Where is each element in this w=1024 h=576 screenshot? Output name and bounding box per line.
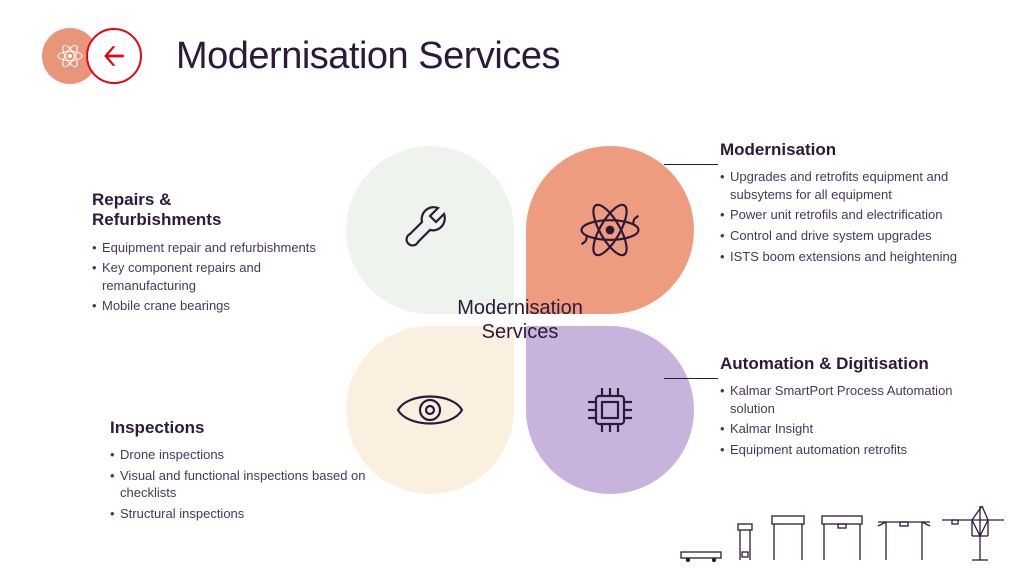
list-item: Key component repairs and remanufacturin… [92, 259, 352, 294]
list-item: Upgrades and retrofits equipment and sub… [720, 168, 990, 203]
block-modernisation-list: Upgrades and retrofits equipment and sub… [720, 168, 990, 265]
list-item: Visual and functional inspections based … [110, 467, 370, 502]
list-item: ISTS boom extensions and heightening [720, 248, 990, 266]
chip-icon [578, 378, 642, 442]
equipment-silhouettes [680, 506, 1004, 562]
page-header: Modernisation Services [42, 28, 560, 84]
list-item: Kalmar Insight [720, 420, 980, 438]
wrench-icon [398, 198, 462, 262]
block-automation-list: Kalmar SmartPort Process Automation solu… [720, 382, 980, 458]
block-inspections-list: Drone inspections Visual and functional … [110, 446, 370, 522]
petal-automation [526, 326, 694, 494]
eye-icon [394, 386, 466, 434]
page-title: Modernisation Services [176, 35, 560, 78]
connector-automation [664, 378, 718, 379]
block-repairs: Repairs & Refurbishments Equipment repai… [92, 190, 352, 318]
connector-modernisation [664, 164, 718, 165]
block-modernisation: Modernisation Upgrades and retrofits equ… [720, 140, 990, 268]
center-label: Modernisation Services [440, 296, 600, 344]
list-item: Kalmar SmartPort Process Automation solu… [720, 382, 980, 417]
list-item: Structural inspections [110, 505, 370, 523]
block-inspections: Inspections Drone inspections Visual and… [110, 418, 370, 526]
block-automation: Automation & Digitisation Kalmar SmartPo… [720, 354, 980, 462]
petal-diagram: Modernisation Services [340, 140, 700, 500]
atom-icon [575, 195, 645, 265]
list-item: Control and drive system upgrades [720, 227, 990, 245]
k-logo-icon [100, 42, 128, 70]
straddle-icon [768, 514, 808, 562]
list-item: Equipment automation retrofits [720, 441, 980, 459]
petal-modernisation [526, 146, 694, 314]
block-automation-title: Automation & Digitisation [720, 354, 980, 374]
text: Repairs & [92, 190, 171, 209]
petal-repairs [346, 146, 514, 314]
block-inspections-title: Inspections [110, 418, 370, 438]
list-item: Mobile crane bearings [92, 297, 352, 315]
asc-icon [876, 518, 932, 562]
reachstacker-icon [732, 522, 758, 562]
block-repairs-list: Equipment repair and refurbishments Key … [92, 239, 352, 315]
list-item: Drone inspections [110, 446, 370, 464]
center-line1: Modernisation [457, 297, 583, 319]
list-item: Equipment repair and refurbishments [92, 239, 352, 257]
truck-icon [680, 546, 722, 562]
text: Refurbishments [92, 210, 221, 229]
petal-inspections [346, 326, 514, 494]
center-line2: Services [482, 321, 559, 343]
block-repairs-title: Repairs & Refurbishments [92, 190, 352, 231]
sts-crane-icon [942, 506, 1004, 562]
brand-badge [86, 28, 142, 84]
atom-icon [55, 41, 85, 71]
rtg-icon [818, 514, 866, 562]
block-modernisation-title: Modernisation [720, 140, 990, 160]
list-item: Power unit retrofils and electrification [720, 206, 990, 224]
logo [42, 28, 152, 84]
